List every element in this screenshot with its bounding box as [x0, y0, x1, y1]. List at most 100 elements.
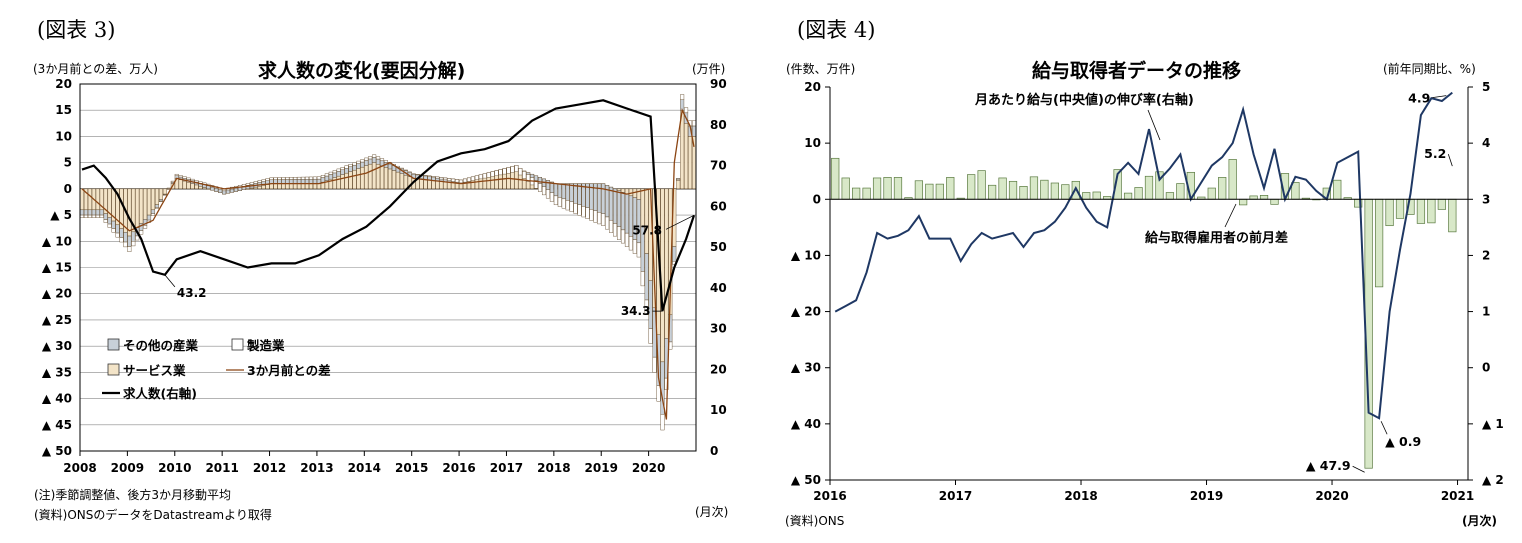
fig4-employee-bar — [1123, 192, 1133, 200]
fig3-manufacturing-bar — [447, 178, 452, 181]
fig3-legend-swatch — [231, 338, 244, 351]
fig4-line-series-label: 月あたり給与(中央値)の伸び率(右軸) — [974, 92, 1194, 108]
fig3-manufacturing-bar — [158, 200, 163, 202]
fig3-right-tick: 20 — [710, 362, 727, 376]
fig3-manufacturing-bar — [569, 201, 574, 212]
fig3-service-bar — [158, 188, 163, 200]
fig3-service-bar — [688, 136, 693, 190]
fig3-manufacturing-bar — [309, 176, 313, 180]
fig4-employee-bar — [1427, 198, 1436, 224]
fig3-manufacturing-bar — [443, 177, 448, 181]
fig3-manufacturing-bar — [364, 157, 369, 161]
fig4-chart: 月あたり給与(中央値)の伸び率(右軸) 給与取得雇用者の前月差 4.9 5.2 ▲ 47… — [791, 80, 1504, 503]
fig4-label: (図表 4) — [797, 18, 876, 42]
fig3-manufacturing-bar — [312, 176, 317, 180]
fig3-manufacturing-bar — [589, 209, 594, 221]
fig3-manufacturing-bar — [253, 181, 258, 184]
fig3-legend-swatch — [107, 338, 120, 351]
fig3-manufacturing-bar — [107, 223, 112, 228]
fig4-x-tick: 2020 — [1315, 489, 1348, 503]
fig3-service-bar — [182, 180, 187, 190]
fig3-annotation-43-2: 43.2 — [177, 286, 207, 300]
fig3-manufacturing-bar — [498, 169, 503, 176]
fig4-employee-bar — [987, 184, 997, 200]
fig3-other-bar — [127, 235, 132, 247]
fig3-other-bar — [348, 166, 353, 172]
fig4-callout-line — [1352, 465, 1365, 473]
fig3-manufacturing-bar — [613, 223, 618, 237]
fig4-pay-growth-line — [834, 91, 1453, 420]
fig3-manufacturing-bar — [609, 219, 614, 233]
fig3-other-bar — [218, 189, 223, 193]
fig3-service-bar — [451, 182, 456, 190]
fig3-other-bar — [336, 171, 341, 177]
fig3-manufacturing-bar — [451, 178, 456, 182]
fig3-title: 求人数の変化(要因分解) — [258, 60, 466, 82]
fig3-other-bar — [123, 232, 128, 243]
fig3-manufacturing-bar — [684, 107, 689, 114]
fig3-manufacturing-bar — [538, 183, 543, 192]
fig3-manufacturing-bar — [352, 162, 357, 166]
fig4-left-tick: 0 — [813, 192, 821, 206]
fig4-left-tick: 10 — [804, 136, 821, 150]
fig3-manufacturing-bar — [360, 159, 365, 163]
fig3-manufacturing-bar — [281, 177, 286, 180]
fig3-annotation-57-8: 57.8 — [632, 223, 662, 237]
fig3-manufacturing-bar — [486, 172, 491, 178]
fig4-employee-bar — [893, 177, 903, 200]
fig3-manufacturing-bar — [636, 242, 641, 258]
fig3-manufacturing-bar — [581, 206, 586, 218]
fig3-other-bar — [352, 164, 357, 171]
fig3-other-bar — [83, 209, 88, 216]
fig3-manufacturing-bar — [490, 171, 495, 177]
fig3-manufacturing-bar — [510, 166, 515, 173]
fig3-manufacturing-bar — [265, 178, 270, 181]
fig3-service-bar — [155, 188, 159, 205]
fig4-left-unit: (件数、万件) — [786, 62, 856, 76]
fig3-manufacturing-bar — [324, 173, 329, 177]
fig4-employee-bar — [1144, 175, 1154, 200]
fig3-manufacturing-bar — [320, 175, 325, 178]
fig3-x-tick: 2009 — [111, 461, 144, 475]
fig3-manufacturing-bar — [297, 176, 302, 180]
fig3-service-bar — [384, 167, 389, 190]
fig3-service-bar — [360, 166, 365, 190]
fig4-source: (資料)ONS — [785, 514, 845, 528]
fig3-manufacturing-bar — [380, 158, 385, 161]
fig3-other-bar — [368, 158, 373, 165]
fig4-employee-bar — [1416, 198, 1426, 224]
fig3-service-bar — [151, 188, 156, 211]
fig3-manufacturing-bar — [403, 169, 408, 171]
fig3-service-bar — [253, 186, 258, 190]
fig4-x-tick: 2019 — [1190, 489, 1223, 503]
fig3-service-bar — [380, 165, 385, 190]
fig3-manufacturing-bar — [482, 173, 487, 179]
fig4-employee-bar — [1448, 198, 1457, 233]
fig3-service-bar — [289, 183, 294, 190]
fig4-employee-bar — [1029, 176, 1039, 200]
fig3-other-bar — [103, 213, 108, 220]
fig3-manufacturing-bar — [640, 271, 645, 287]
fig3-service-bar — [285, 183, 290, 190]
fig3-manufacturing-bar — [79, 214, 84, 218]
fig3-service-bar — [305, 183, 310, 190]
fig3-other-bar — [613, 188, 618, 224]
fig3-service-bar — [447, 182, 452, 190]
fig3-other-bar — [553, 183, 558, 197]
fig3-manufacturing-bar — [261, 179, 266, 182]
fig4-employee-bar — [1259, 195, 1269, 200]
fig4-employee-bar — [1165, 192, 1175, 200]
fig4-left-tick: ▲ 30 — [791, 361, 821, 375]
fig4-right-tick: 0 — [1482, 361, 1490, 375]
fig3-manufacturing-bar — [316, 176, 321, 180]
fig4-x-unit: (月次) — [1462, 514, 1497, 528]
fig4-employee-bar — [967, 174, 976, 200]
fig3-right-tick: 60 — [710, 199, 727, 213]
fig3-manufacturing-bar — [656, 385, 661, 402]
fig3-left-tick: ▲ 45 — [42, 418, 72, 432]
fig3-manufacturing-bar — [565, 200, 570, 211]
fig3-service-bar — [139, 188, 144, 224]
fig3-manufacturing-bar — [190, 178, 195, 181]
fig3-x-tick: 2011 — [205, 461, 238, 475]
fig3-manufacturing-bar — [466, 177, 471, 182]
